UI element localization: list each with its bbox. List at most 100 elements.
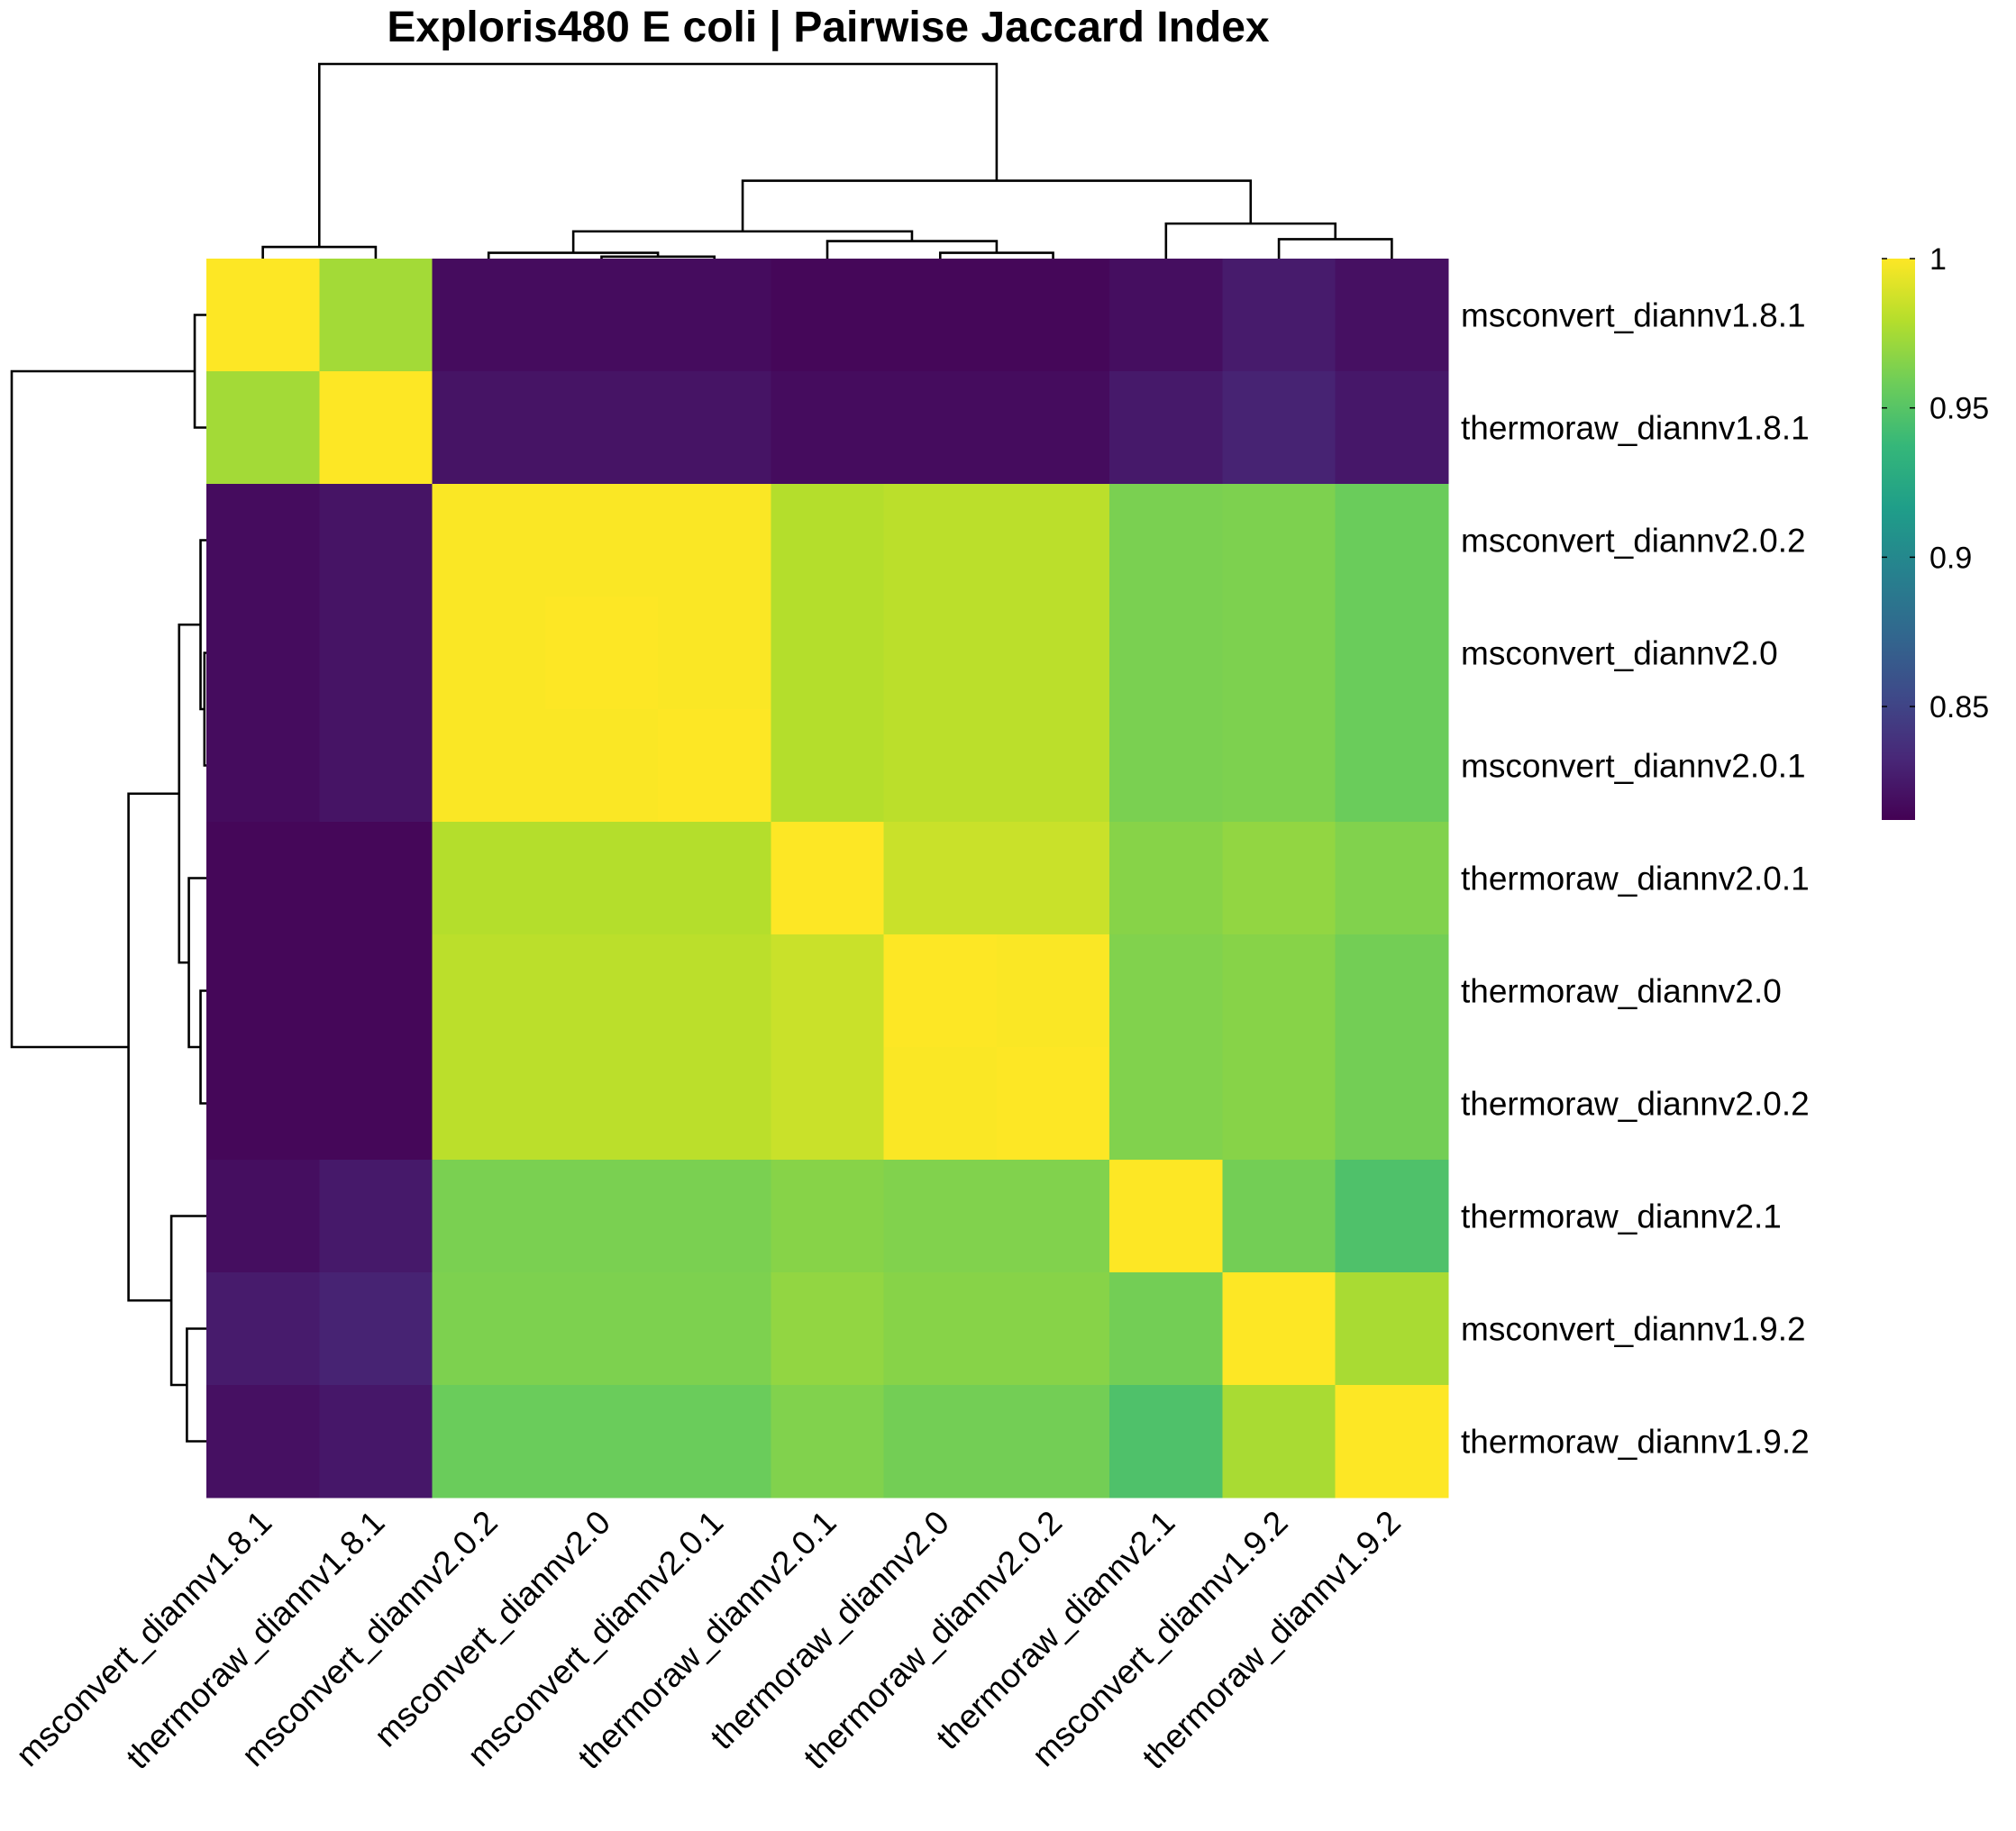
dendrogram-branch	[826, 240, 999, 259]
heatmap-cell	[883, 597, 998, 710]
row-label: msconvert_diannv2.0.1	[1461, 748, 1806, 785]
dendrogram-branch	[169, 1215, 206, 1387]
heatmap-cell	[771, 709, 885, 823]
heatmap-cell	[206, 709, 320, 823]
heatmap-cell	[1109, 371, 1224, 485]
dendrogram-branch	[571, 230, 914, 253]
heatmap-cell	[996, 1272, 1110, 1386]
heatmap-cell	[319, 1385, 433, 1499]
heatmap-cell	[432, 934, 546, 1048]
heatmap-cell	[206, 371, 320, 485]
heatmap-cell	[1335, 934, 1449, 1048]
heatmap-cell	[206, 484, 320, 597]
heatmap-cell	[996, 597, 1110, 710]
heatmap-cell	[1335, 1272, 1449, 1386]
heatmap-cell	[544, 1272, 659, 1386]
row-dendrogram	[10, 314, 206, 1443]
heatmap-cell	[319, 934, 433, 1048]
dendrogram-branch	[938, 251, 1054, 259]
row-label: thermoraw_diannv1.8.1	[1461, 410, 1810, 447]
dendrogram-branch	[178, 623, 201, 964]
heatmap-cell	[544, 597, 659, 710]
heatmap-cell	[1109, 709, 1224, 823]
row-label: msconvert_diannv1.8.1	[1461, 297, 1806, 334]
heatmap-cell	[883, 371, 998, 485]
heatmap-cell	[996, 371, 1110, 485]
heatmap-cell	[883, 259, 998, 372]
color-legend: 0.85 0.9 0.95 1	[1882, 242, 1989, 820]
heatmap-cell	[996, 934, 1110, 1048]
heatmap-cell	[996, 1047, 1110, 1161]
heatmap-cell	[319, 371, 433, 485]
heatmap-cell	[658, 709, 771, 823]
chart-title: Exploris480 E coli | Pairwise Jaccard In…	[387, 4, 1270, 51]
heatmap-cell	[1335, 1160, 1449, 1273]
heatmap-cell	[432, 709, 546, 823]
heatmap-cell	[544, 484, 659, 597]
heatmap-cell	[771, 822, 885, 935]
row-label: msconvert_diannv2.0	[1461, 635, 1778, 672]
heatmap-cell	[1335, 259, 1449, 372]
heatmap-cell	[206, 1047, 320, 1161]
heatmap-cell	[1335, 822, 1449, 935]
heatmap-cell	[771, 597, 885, 710]
heatmap-cell	[1109, 1047, 1224, 1161]
heatmap-cell	[432, 597, 546, 710]
heatmap-cell	[432, 371, 546, 485]
heatmap-cell	[883, 1385, 998, 1499]
heatmap-cell	[996, 259, 1110, 372]
heatmap-cell	[432, 822, 546, 935]
heatmap-cell	[883, 1047, 998, 1161]
heatmap-cell	[1222, 597, 1336, 710]
dendrogram-branch	[187, 877, 206, 1049]
column-labels: msconvert_diannv1.8.1thermoraw_diannv1.8…	[9, 1504, 1408, 1776]
heatmap-cell	[1335, 709, 1449, 823]
heatmap-cell	[658, 934, 771, 1048]
dendrogram-branch	[741, 179, 1253, 232]
legend-tick-label: 0.95	[1929, 392, 1989, 426]
color-legend-bar	[1882, 259, 1915, 820]
heatmap-cell	[883, 1160, 998, 1273]
heatmap-cell	[1335, 484, 1449, 597]
heatmap-cell	[544, 709, 659, 823]
heatmap-cell	[771, 934, 885, 1048]
heatmap-cell	[658, 1160, 771, 1273]
heatmap-cell	[883, 709, 998, 823]
heatmap-cell	[1222, 934, 1336, 1048]
heatmap-cell	[658, 1272, 771, 1386]
color-legend-ticks: 0.85 0.9 0.95 1	[1882, 242, 1989, 724]
heatmap-cell	[544, 1160, 659, 1273]
heatmap-cell	[883, 934, 998, 1048]
legend-tick-label: 0.85	[1929, 690, 1989, 724]
heatmap-cell	[1109, 822, 1224, 935]
heatmap-cell	[1222, 1385, 1336, 1499]
heatmap-cells	[206, 259, 1449, 1499]
row-label: thermoraw_diannv2.0.1	[1461, 861, 1810, 897]
heatmap-cell	[319, 822, 433, 935]
heatmap-cell	[771, 1385, 885, 1499]
heatmap-cell	[206, 259, 320, 372]
heatmap-cell	[206, 1160, 320, 1273]
row-label: thermoraw_diannv2.1	[1461, 1198, 1782, 1235]
row-label: thermoraw_diannv1.9.2	[1461, 1424, 1810, 1461]
heatmap-cell	[771, 259, 885, 372]
dendrogram-branch	[186, 1327, 206, 1443]
heatmap-cell	[771, 1160, 885, 1273]
row-label: thermoraw_diannv2.0	[1461, 973, 1782, 1010]
heatmap-cell	[658, 484, 771, 597]
heatmap-cell	[544, 1385, 659, 1499]
heatmap-cell	[658, 1385, 771, 1499]
heatmap-cell	[432, 484, 546, 597]
heatmap-cell	[1109, 484, 1224, 597]
heatmap-cell	[432, 1160, 546, 1273]
heatmap-cell	[544, 822, 659, 935]
heatmap-cell	[1109, 597, 1224, 710]
heatmap-cell	[544, 259, 659, 372]
heatmap-cell	[1109, 934, 1224, 1048]
heatmap-cell	[544, 371, 659, 485]
heatmap-cell	[1335, 1047, 1449, 1161]
heatmap-cell	[658, 371, 771, 485]
heatmap-cell	[1109, 1385, 1224, 1499]
heatmap-cell	[996, 822, 1110, 935]
